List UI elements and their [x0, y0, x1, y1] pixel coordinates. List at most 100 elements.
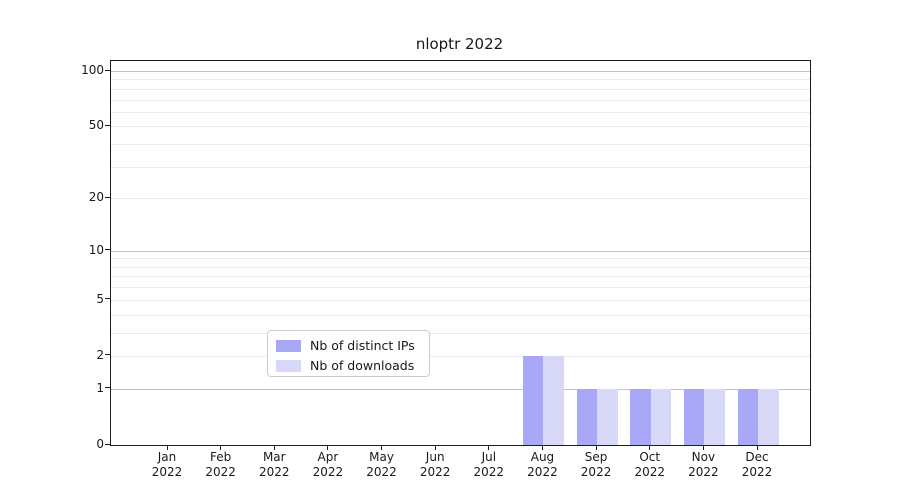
bar-aug-downloads: [543, 355, 564, 445]
x-tick-year: 2022: [151, 465, 183, 479]
y-tick-label: 20: [88, 190, 104, 205]
legend-label-downloads: Nb of downloads: [310, 358, 415, 373]
y-tick: [105, 298, 110, 300]
gridline-minor: [111, 88, 810, 90]
x-tick-year: 2022: [473, 465, 505, 479]
y-tick-label: 10: [88, 242, 104, 257]
x-tick-year: 2022: [312, 465, 344, 479]
x-tick-month: Mar: [262, 450, 286, 464]
gridline-minor: [111, 126, 810, 128]
x-tick-month: Sep: [584, 450, 608, 464]
legend-entry-distinct-ips: Nb of distinct IPs: [276, 336, 421, 355]
y-tick: [105, 196, 110, 198]
y-tick: [105, 443, 110, 445]
legend-swatch-downloads-icon: [276, 359, 301, 372]
x-tick-month: Oct: [639, 450, 661, 464]
x-tick-year: 2022: [580, 465, 612, 479]
x-tick-label: Dec 2022: [725, 450, 789, 480]
x-tick: [434, 445, 436, 450]
x-tick: [381, 445, 383, 450]
y-tick-label: 50: [88, 118, 104, 133]
x-tick: [488, 445, 490, 450]
y-tick-label: 5: [96, 291, 104, 306]
gridline-minor: [111, 287, 810, 289]
x-tick-label: Apr 2022: [296, 450, 360, 480]
bar-nov-distinct-ips: [683, 388, 705, 445]
x-tick-label: Oct 2022: [618, 450, 682, 480]
gridline-major: [111, 250, 810, 252]
x-tick: [541, 445, 543, 450]
x-tick-month: Dec: [745, 450, 769, 464]
x-tick: [166, 445, 168, 450]
gridline-minor: [111, 166, 810, 168]
chart-title: nloptr 2022: [415, 35, 504, 53]
x-tick-month: Jul: [481, 450, 497, 464]
x-tick-label: Jun 2022: [403, 450, 467, 480]
gridline-major: [111, 388, 810, 390]
gridline-minor: [111, 79, 810, 81]
x-tick-month: Apr: [317, 450, 339, 464]
x-tick: [649, 445, 651, 450]
gridline-minor: [111, 99, 810, 101]
gridline-minor: [111, 355, 810, 357]
bar-dec-downloads: [758, 388, 779, 445]
plot-area: [110, 60, 811, 446]
x-tick-month: Aug: [530, 450, 555, 464]
gridline-minor: [111, 332, 810, 334]
bar-sep-downloads: [597, 388, 618, 445]
x-tick-label: Sep 2022: [564, 450, 628, 480]
y-tick-label: 2: [96, 347, 104, 362]
legend: Nb of distinct IPs Nb of downloads: [267, 330, 430, 377]
x-tick-year: 2022: [688, 465, 719, 479]
gridline-minor: [111, 258, 810, 260]
gridline-minor: [111, 144, 810, 146]
x-tick-year: 2022: [419, 465, 451, 479]
x-tick-year: 2022: [205, 465, 236, 479]
x-tick-label: Nov 2022: [671, 450, 735, 480]
gridline-minor: [111, 276, 810, 278]
x-tick-month: May: [369, 450, 394, 464]
y-tick: [105, 69, 110, 71]
y-tick: [105, 124, 110, 126]
gridline-major: [111, 71, 810, 72]
x-tick: [220, 445, 222, 450]
x-tick-year: 2022: [366, 465, 397, 479]
x-tick-label: Jul 2022: [457, 450, 521, 480]
legend-label-distinct-ips: Nb of distinct IPs: [310, 338, 415, 353]
bar-aug-distinct-ips: [522, 355, 544, 445]
x-tick-year: 2022: [634, 465, 665, 479]
gridline-minor: [111, 198, 810, 200]
x-tick-month: Feb: [210, 450, 232, 464]
bar-dec-distinct-ips: [737, 388, 758, 445]
bar-oct-distinct-ips: [630, 388, 651, 445]
y-tick-label: 100: [81, 63, 104, 77]
x-tick-label: Feb 2022: [189, 450, 253, 480]
legend-swatch-distinct-ips-icon: [276, 339, 301, 352]
gridline-minor: [111, 111, 810, 113]
x-tick: [273, 445, 275, 450]
y-tick: [105, 249, 110, 251]
gridline-minor: [111, 314, 810, 316]
bar-nov-downloads: [704, 388, 725, 445]
x-tick-year: 2022: [527, 465, 558, 479]
bar-oct-downloads: [650, 388, 672, 445]
y-tick: [105, 354, 110, 356]
x-tick-label: Mar 2022: [242, 450, 306, 480]
y-tick: [105, 387, 110, 389]
x-tick-month: Nov: [691, 450, 716, 464]
bar-sep-distinct-ips: [576, 388, 598, 445]
y-tick-label: 1: [96, 380, 104, 395]
gridline-minor: [111, 299, 810, 301]
x-tick: [702, 445, 704, 450]
x-tick: [595, 445, 597, 450]
x-tick-label: Aug 2022: [510, 450, 574, 480]
x-tick-year: 2022: [741, 465, 773, 479]
x-tick-year: 2022: [258, 465, 290, 479]
y-tick-label: 0: [96, 437, 104, 451]
gridline-minor: [111, 266, 810, 268]
legend-entry-downloads: Nb of downloads: [276, 356, 421, 375]
x-tick-label: Jan 2022: [135, 450, 199, 480]
x-tick-month: Jan: [157, 450, 177, 464]
x-tick: [327, 445, 329, 450]
